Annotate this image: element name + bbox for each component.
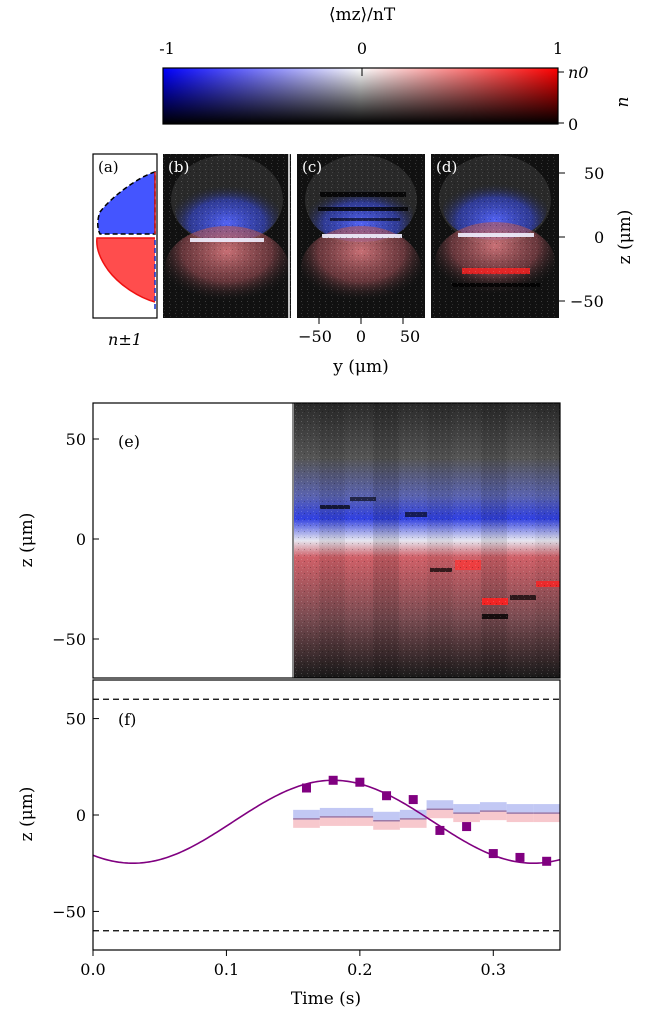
panel-e-label: (e) [118,432,140,451]
f-data-point [515,852,525,862]
top-y-tick-minus50: −50 [570,292,604,311]
e-y-tick-minus50: −50 [52,630,86,649]
panel-d [431,154,559,318]
f-interface-segment [506,804,534,823]
panel-e [92,402,561,679]
panel-f-label: (f) [118,710,136,729]
f-x-tick-label: 0.2 [347,960,372,979]
f-data-point [382,791,392,801]
f-y-label: z (μm) [17,787,37,842]
f-interface-segment [533,804,560,823]
f-interface-segment [319,807,347,826]
f-interface-segment [399,809,427,828]
f-data-point [355,777,365,787]
colorbar-label-n0: n0 [568,63,588,82]
panel-f: 50 0 −50 0.0 0.1 0.2 0.3 [52,679,561,979]
panel-d-label: (d) [436,158,457,176]
f-x-tick-label: 0.0 [80,960,105,979]
f-interface-segment [426,800,454,819]
panel-a-blue-profile [97,171,156,235]
top-y-tick-0: 0 [594,228,604,247]
f-y-tick-label: −50 [52,902,86,921]
top-y-tick-50: 50 [584,164,604,183]
e-y-tick-0: 0 [76,530,86,549]
f-fit-curve [93,779,560,865]
top-x-tick-minus50: −50 [298,327,332,346]
panel-b [163,154,291,318]
f-interface-segments [293,800,560,830]
top-x-tick-0: 0 [356,327,366,346]
colorbar-label-zero: 0 [568,115,578,134]
f-data-point [435,825,445,835]
f-y-tick-label: 0 [76,806,86,825]
e-y-label: z (μm) [17,513,37,568]
colorbar [162,67,564,125]
panel-b-label: (b) [168,158,189,176]
f-data-point [488,849,498,859]
f-x-tick-label: 0.3 [481,960,506,979]
e-y-tick-50: 50 [66,430,86,449]
f-interface-segment [293,809,320,828]
colorbar-tick-label-left: -1 [159,39,175,58]
f-data-points [301,775,552,866]
f-interface-segment [479,802,507,821]
panel-c [297,154,425,318]
f-data-point [542,856,552,866]
f-data-point [328,775,338,785]
f-x-tick-label: 0.1 [214,960,239,979]
panel-a [92,153,158,319]
f-interface-segment [373,811,400,830]
colorbar-title: ⟨mz⟩/nT [329,5,396,25]
f-x-axis-ticks: 0.0 0.1 0.2 0.3 [80,950,506,979]
f-y-axis-ticks: 50 0 −50 [52,710,99,921]
panel-a-label: (a) [98,158,119,176]
top-y-label: z (μm) [615,210,635,265]
top-x-label: y (μm) [332,357,388,377]
f-interface-segment [453,804,480,823]
f-interface-segment [346,807,374,826]
f-y-tick-label: 50 [66,710,86,729]
top-x-axis-ticks [318,318,404,324]
colorbar-tick-label-mid: 0 [357,39,367,58]
colorbar-tick-label-right: 1 [553,39,563,58]
f-data-point [408,795,418,805]
f-dashed-lines [93,698,560,932]
colorbar-side-label: n [613,97,633,108]
f-x-label: Time (s) [291,989,361,1009]
f-data-point [301,783,311,793]
f-data-point [462,822,472,832]
top-right-axis-ticks [559,172,565,302]
panel-a-xlabel: n±1 [108,330,142,349]
panel-c-label: (c) [302,158,322,176]
panel-a-red-profile [96,238,155,302]
top-x-tick-50: 50 [400,327,420,346]
